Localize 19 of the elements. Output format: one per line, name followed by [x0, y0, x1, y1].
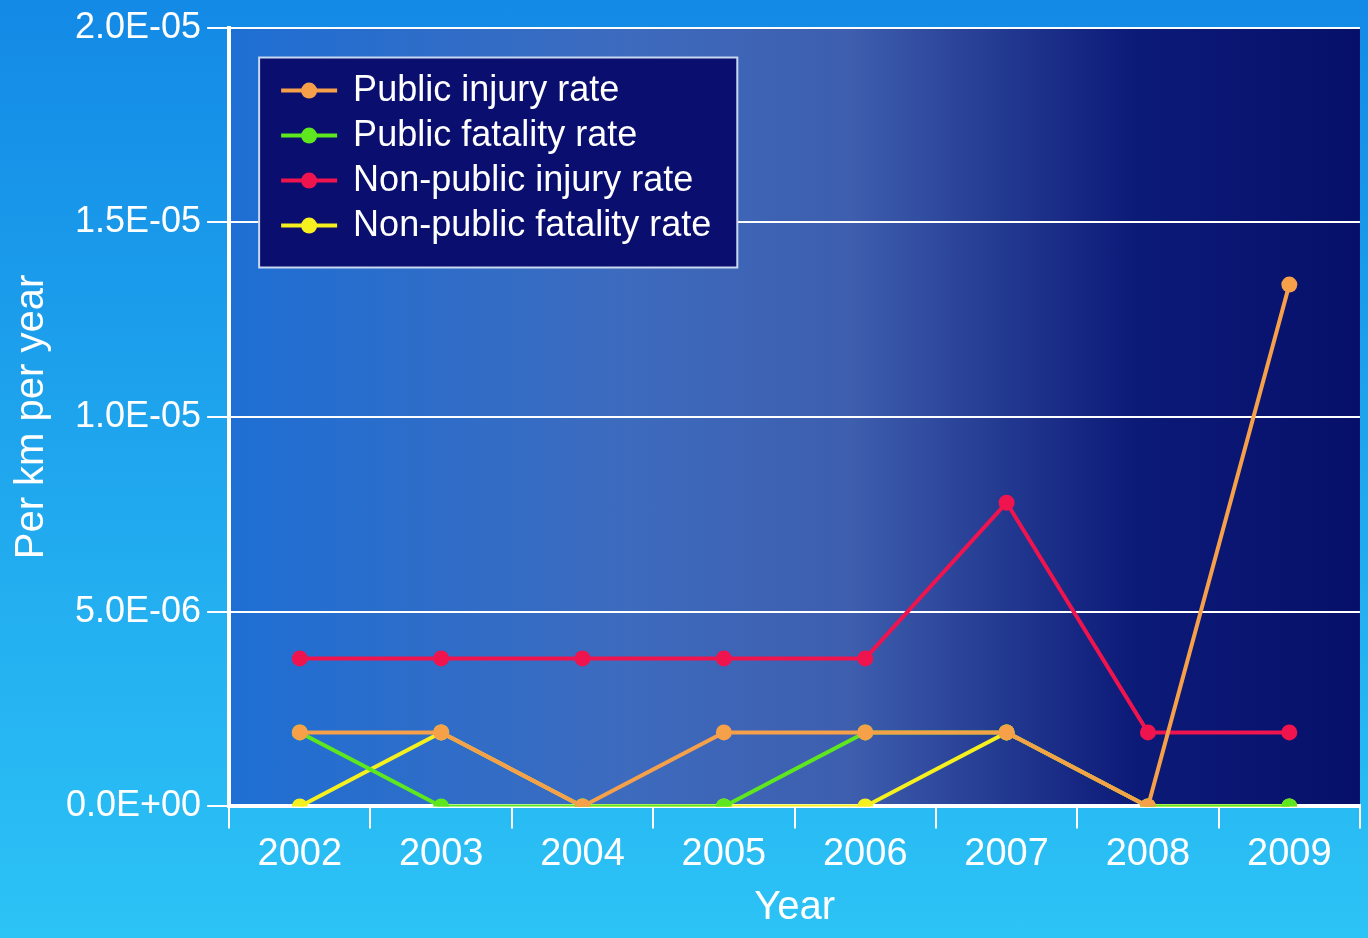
- legend-label: Public fatality rate: [353, 112, 638, 154]
- y-tick-label: 0.0E+00: [66, 783, 202, 825]
- y-tick-label: 5.0E-06: [75, 588, 202, 630]
- x-tick-label: 2009: [1247, 830, 1332, 873]
- x-tick-label: 2008: [1105, 830, 1191, 873]
- y-tick-label: 1.5E-05: [75, 199, 202, 241]
- x-tick-label: 2004: [540, 830, 625, 873]
- y-axis-title: Per km per year: [7, 274, 52, 560]
- x-tick-label: 2007: [964, 830, 1049, 873]
- y-tick-label: 1.0E-05: [75, 393, 202, 435]
- x-tick-label: 2005: [681, 830, 767, 873]
- x-tick-label: 2003: [398, 830, 484, 873]
- legend-label: Public injury rate: [353, 67, 620, 109]
- legend-label: Non-public fatality rate: [353, 202, 712, 244]
- x-tick-label: 2002: [257, 830, 343, 873]
- legend-label: Non-public injury rate: [353, 157, 694, 199]
- y-tick-label: 2.0E-05: [75, 4, 202, 46]
- x-axis-title: Year: [754, 883, 835, 928]
- x-tick-label: 2006: [822, 830, 908, 873]
